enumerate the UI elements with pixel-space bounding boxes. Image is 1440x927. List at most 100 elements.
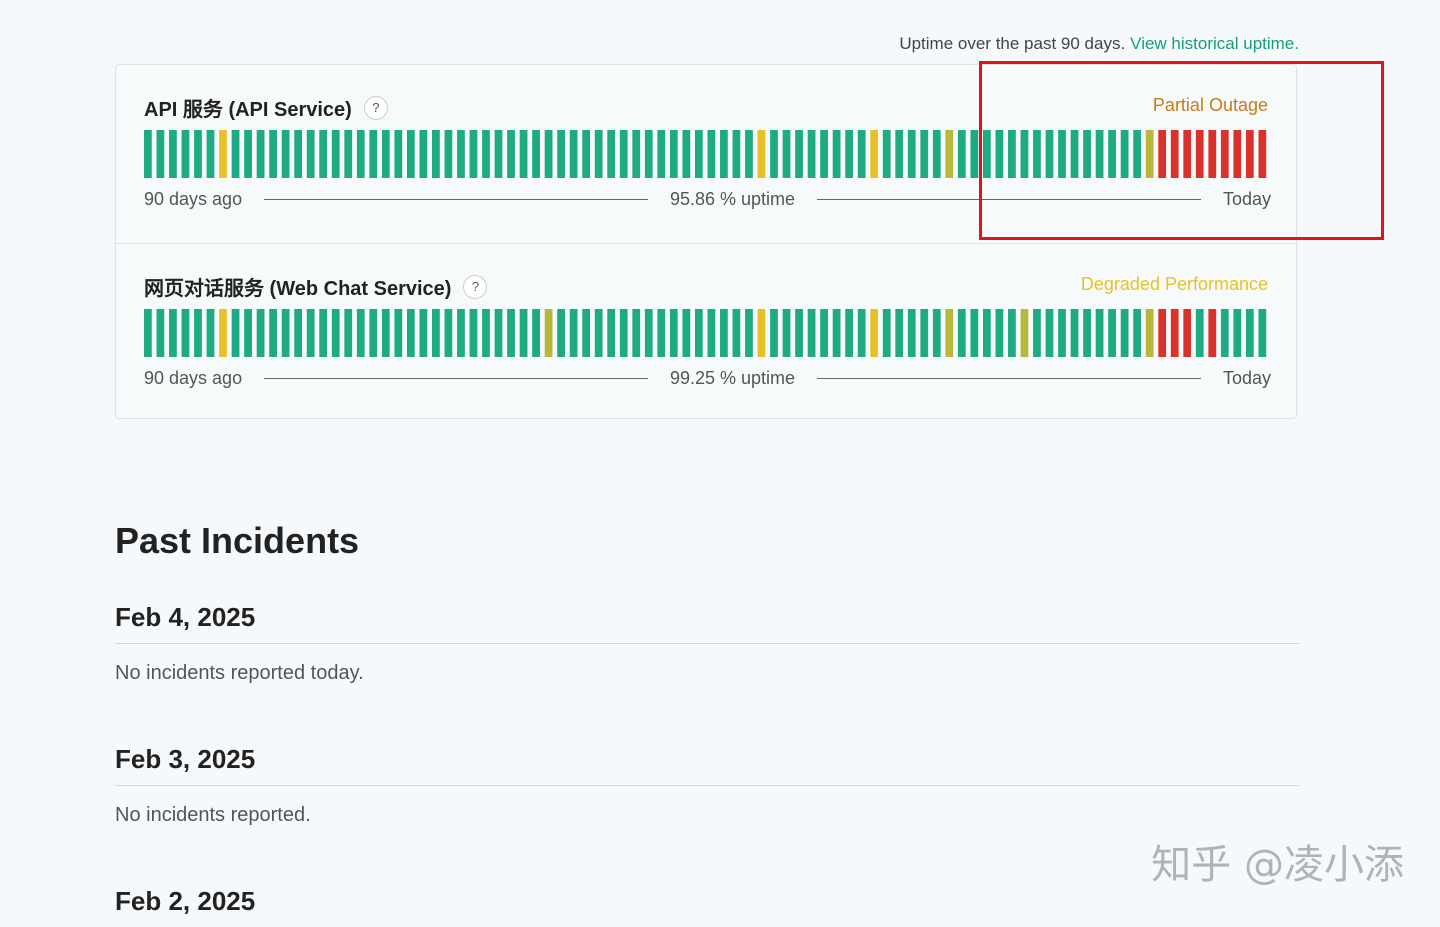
uptime-day-bar[interactable] [957, 130, 966, 178]
view-historical-uptime-link[interactable]: View historical uptime. [1130, 34, 1299, 53]
uptime-day-bar[interactable] [1120, 309, 1129, 357]
uptime-day-bar[interactable] [920, 309, 929, 357]
uptime-day-bar[interactable] [619, 309, 628, 357]
uptime-day-bar[interactable] [1033, 309, 1041, 357]
uptime-day-bar[interactable] [1258, 309, 1267, 357]
uptime-day-bar[interactable] [1083, 309, 1091, 357]
uptime-day-bar[interactable] [457, 130, 465, 178]
uptime-day-bar[interactable] [381, 309, 390, 357]
uptime-day-bar[interactable] [707, 309, 716, 357]
uptime-day-bar[interactable] [845, 309, 853, 357]
uptime-day-bar[interactable] [694, 130, 703, 178]
uptime-day-bar[interactable] [594, 130, 603, 178]
uptime-day-bar[interactable] [1170, 309, 1179, 357]
uptime-day-bar[interactable] [1108, 309, 1116, 357]
uptime-day-bar[interactable] [945, 309, 954, 357]
uptime-day-bar[interactable] [1245, 130, 1254, 178]
uptime-day-bar[interactable] [532, 309, 540, 357]
uptime-day-bar[interactable] [1070, 130, 1079, 178]
uptime-day-bar[interactable] [1045, 130, 1054, 178]
uptime-day-bar[interactable] [294, 130, 303, 178]
uptime-day-bar[interactable] [544, 309, 553, 357]
uptime-day-bar[interactable] [720, 309, 728, 357]
uptime-day-bar[interactable] [607, 130, 616, 178]
uptime-day-bar[interactable] [1045, 309, 1054, 357]
uptime-day-bar[interactable] [507, 130, 515, 178]
uptime-day-bar[interactable] [244, 130, 252, 178]
uptime-day-bar[interactable] [331, 130, 340, 178]
uptime-day-bar[interactable] [306, 309, 315, 357]
uptime-day-bar[interactable] [1245, 309, 1254, 357]
uptime-day-bar[interactable] [644, 309, 653, 357]
uptime-day-bar[interactable] [206, 309, 215, 357]
uptime-day-bar[interactable] [1070, 309, 1079, 357]
uptime-day-bar[interactable] [732, 309, 741, 357]
uptime-day-bar[interactable] [907, 130, 916, 178]
uptime-day-bar[interactable] [882, 309, 891, 357]
uptime-day-bar[interactable] [795, 309, 803, 357]
uptime-day-bar[interactable] [632, 130, 641, 178]
uptime-day-bar[interactable] [932, 130, 941, 178]
uptime-day-bar[interactable] [1108, 130, 1116, 178]
uptime-day-bar[interactable] [757, 130, 766, 178]
help-icon[interactable]: ? [463, 274, 488, 299]
uptime-day-bar[interactable] [482, 130, 490, 178]
uptime-day-bar[interactable] [369, 130, 378, 178]
uptime-day-bar[interactable] [219, 130, 227, 178]
uptime-day-bar[interactable] [920, 130, 929, 178]
uptime-day-bar[interactable] [169, 309, 177, 357]
uptime-day-bar[interactable] [281, 130, 290, 178]
uptime-day-bar[interactable] [619, 130, 628, 178]
uptime-day-bar[interactable] [1120, 130, 1129, 178]
uptime-day-bar[interactable] [256, 309, 265, 357]
uptime-day-bar[interactable] [156, 309, 165, 357]
uptime-day-bar[interactable] [1220, 130, 1229, 178]
uptime-day-bar[interactable] [269, 130, 277, 178]
uptime-day-bar[interactable] [832, 130, 841, 178]
uptime-day-bar[interactable] [557, 309, 565, 357]
uptime-day-bar[interactable] [1170, 130, 1179, 178]
uptime-day-bar[interactable] [745, 309, 753, 357]
uptime-day-bar[interactable] [594, 309, 603, 357]
uptime-day-bar[interactable] [169, 130, 177, 178]
uptime-day-bar[interactable] [795, 130, 803, 178]
uptime-day-bar[interactable] [281, 309, 290, 357]
uptime-day-bar[interactable] [469, 130, 478, 178]
uptime-day-bar[interactable] [882, 130, 891, 178]
uptime-day-bar[interactable] [319, 130, 328, 178]
uptime-day-bar[interactable] [582, 309, 591, 357]
uptime-day-bar[interactable] [519, 309, 528, 357]
uptime-day-bar[interactable] [256, 130, 265, 178]
uptime-day-bar[interactable] [657, 130, 666, 178]
uptime-day-bar[interactable] [1133, 130, 1142, 178]
uptime-day-bar[interactable] [406, 309, 415, 357]
uptime-day-bar[interactable] [206, 130, 215, 178]
uptime-day-bar[interactable] [394, 309, 403, 357]
uptime-day-bar[interactable] [432, 130, 440, 178]
uptime-day-bar[interactable] [870, 309, 879, 357]
uptime-day-bar[interactable] [644, 130, 653, 178]
uptime-day-bar[interactable] [482, 309, 490, 357]
uptime-day-bar[interactable] [1233, 130, 1242, 178]
uptime-day-bar[interactable] [419, 130, 428, 178]
uptime-day-bar[interactable] [957, 309, 966, 357]
uptime-day-bar[interactable] [294, 309, 303, 357]
uptime-day-bar[interactable] [982, 130, 991, 178]
uptime-day-bar[interactable] [1145, 130, 1154, 178]
uptime-day-bar[interactable] [770, 309, 778, 357]
uptime-day-bar[interactable] [219, 309, 227, 357]
uptime-day-bar[interactable] [306, 130, 315, 178]
uptime-day-bar[interactable] [319, 309, 328, 357]
uptime-day-bar[interactable] [156, 130, 165, 178]
uptime-day-bar[interactable] [995, 130, 1004, 178]
uptime-day-bar[interactable] [945, 130, 954, 178]
uptime-day-bar[interactable] [1258, 130, 1267, 178]
uptime-day-bar[interactable] [682, 130, 691, 178]
uptime-day-bar[interactable] [907, 309, 916, 357]
uptime-day-bar[interactable] [1220, 309, 1229, 357]
uptime-day-bar[interactable] [1033, 130, 1041, 178]
uptime-day-bar[interactable] [895, 309, 904, 357]
uptime-day-bar[interactable] [494, 130, 503, 178]
uptime-day-bar[interactable] [1195, 130, 1204, 178]
uptime-day-bar[interactable] [1208, 130, 1217, 178]
